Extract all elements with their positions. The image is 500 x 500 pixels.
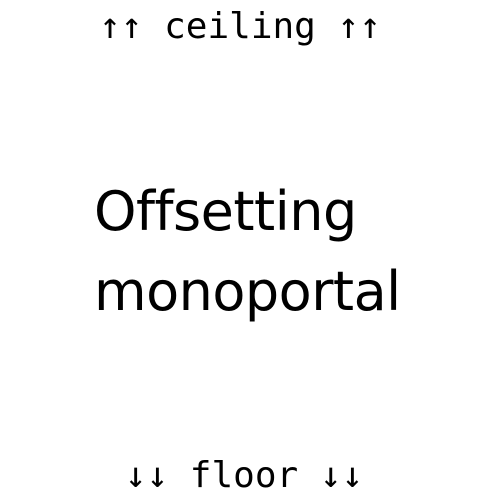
title-line-2: monoportal	[94, 260, 401, 323]
main-title: Offsetting monoportal	[94, 172, 401, 332]
floor-label: ↓↓ floor ↓↓	[124, 455, 364, 496]
title-line-1: Offsetting	[94, 180, 357, 243]
ceiling-label: ↑↑ ceiling ↑↑	[99, 6, 381, 47]
